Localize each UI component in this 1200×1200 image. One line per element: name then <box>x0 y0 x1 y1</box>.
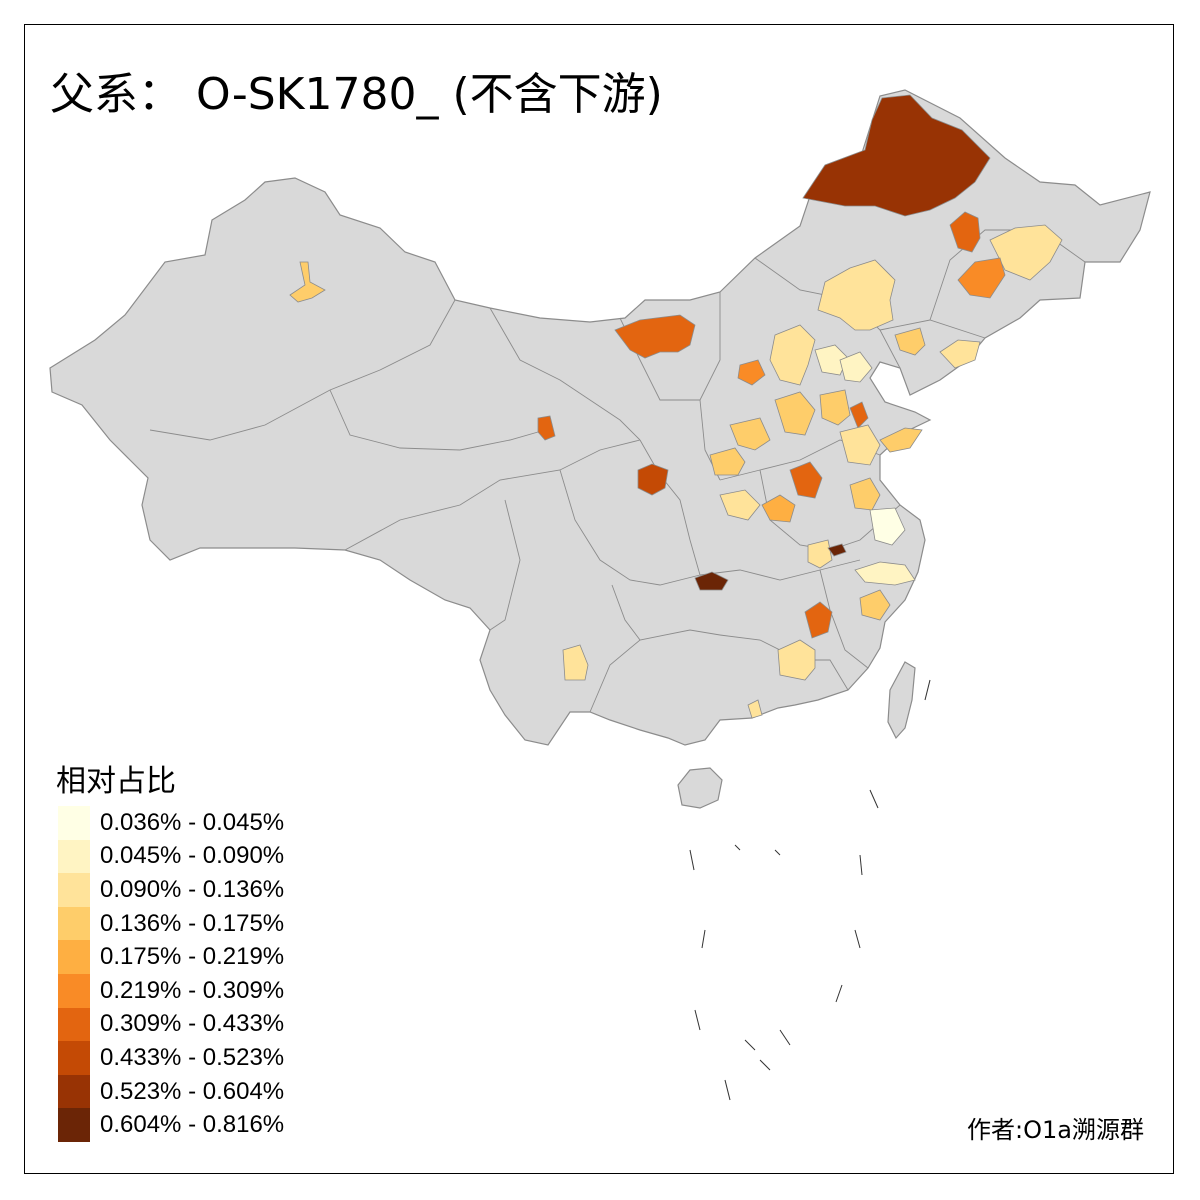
region-anhui-north <box>807 539 833 569</box>
hainan-island <box>677 767 723 809</box>
legend-label: 0.136% - 0.175% <box>100 909 285 937</box>
region-harbin <box>989 224 1063 281</box>
region-changchun <box>957 257 1006 299</box>
region-shaanxi-yanan <box>637 463 669 496</box>
region-henan-zhoukou <box>719 489 761 521</box>
province-borders <box>149 229 1086 713</box>
legend-item: 0.219% - 0.309% <box>58 973 285 1008</box>
legend-label: 0.090% - 0.136% <box>100 875 285 903</box>
legend-label: 0.045% - 0.090% <box>100 842 285 870</box>
region-shanxi-mid <box>774 391 816 436</box>
author-credit: 作者:O1a溯源群 <box>967 1116 1144 1144</box>
page-title: 父系： O-SK1780_ (不含下游) <box>50 69 663 120</box>
legend-item: 0.175% - 0.219% <box>58 940 284 974</box>
legend-swatch <box>58 940 90 974</box>
legend-item: 0.045% - 0.090% <box>58 839 285 874</box>
legend-swatch <box>58 1007 90 1042</box>
region-fujian-north <box>859 589 891 621</box>
region-shanxi-west <box>737 359 766 386</box>
legend: 0.036% - 0.045% 0.045% - 0.090% 0.090% -… <box>58 806 284 1142</box>
region-yunnan <box>562 644 589 681</box>
region-henan-south <box>761 494 796 523</box>
legend-item: 0.090% - 0.136% <box>58 873 284 907</box>
region-qinghai-xining <box>537 415 556 441</box>
legend-swatch <box>58 1041 90 1075</box>
region-anhui-dark <box>827 543 847 557</box>
region-shandong-mid <box>839 424 881 466</box>
legend-item: 0.136% - 0.175% <box>58 906 285 941</box>
legend-swatch <box>58 906 90 941</box>
region-hulunbuir <box>802 94 991 217</box>
region-hebei-south <box>819 389 851 426</box>
legend-label: 0.175% - 0.219% <box>100 943 285 971</box>
south-china-sea-islands <box>689 679 931 1101</box>
legend-label: 0.036% - 0.045% <box>100 808 285 836</box>
region-jiangxi-south <box>777 639 816 681</box>
region-henan-mid <box>789 461 823 499</box>
legend-swatch <box>58 1108 90 1142</box>
taiwan-island <box>887 661 916 740</box>
legend-swatch <box>58 1074 90 1109</box>
legend-label: 0.433% - 0.523% <box>100 1043 285 1071</box>
colored-regions <box>289 94 1063 719</box>
region-shenyang <box>939 339 981 369</box>
region-shandong-north <box>849 401 869 429</box>
legend-title: 相对占比 <box>56 764 176 799</box>
legend-swatch <box>58 839 90 874</box>
region-zhejiang-north <box>854 561 916 586</box>
region-hebei-zhangjiakou <box>839 351 873 383</box>
legend-item: 0.604% - 0.816% <box>58 1108 284 1142</box>
region-jiangsu-north <box>849 477 881 511</box>
legend-swatch <box>58 806 90 840</box>
region-chongqing <box>694 571 729 591</box>
region-xilingol <box>817 259 896 331</box>
legend-swatch <box>58 873 90 907</box>
region-shanxi-north <box>769 324 816 386</box>
legend-label: 0.219% - 0.309% <box>100 976 285 1004</box>
region-qingdao <box>879 427 923 453</box>
china-landmass <box>49 89 1151 746</box>
legend-swatch <box>58 973 90 1008</box>
region-guangdong <box>747 699 763 719</box>
legend-item: 0.433% - 0.523% <box>58 1041 284 1075</box>
legend-label: 0.604% - 0.816% <box>100 1111 285 1139</box>
region-shandong-linyi <box>729 417 771 451</box>
region-jiangxi-mid <box>804 601 833 639</box>
region-henan-north <box>709 447 746 476</box>
legend-item: 0.523% - 0.604% <box>58 1074 285 1109</box>
legend-label: 0.309% - 0.433% <box>100 1010 285 1038</box>
region-xinjiang-urumqi <box>289 261 326 303</box>
region-qiqihar <box>949 211 981 253</box>
region-dalian <box>894 327 926 356</box>
legend-label: 0.523% - 0.604% <box>100 1077 285 1105</box>
region-jiangsu-mid <box>869 507 906 546</box>
region-xilingol-west <box>614 314 696 359</box>
legend-item: 0.309% - 0.433% <box>58 1007 285 1042</box>
legend-item: 0.036% - 0.045% <box>58 806 284 840</box>
